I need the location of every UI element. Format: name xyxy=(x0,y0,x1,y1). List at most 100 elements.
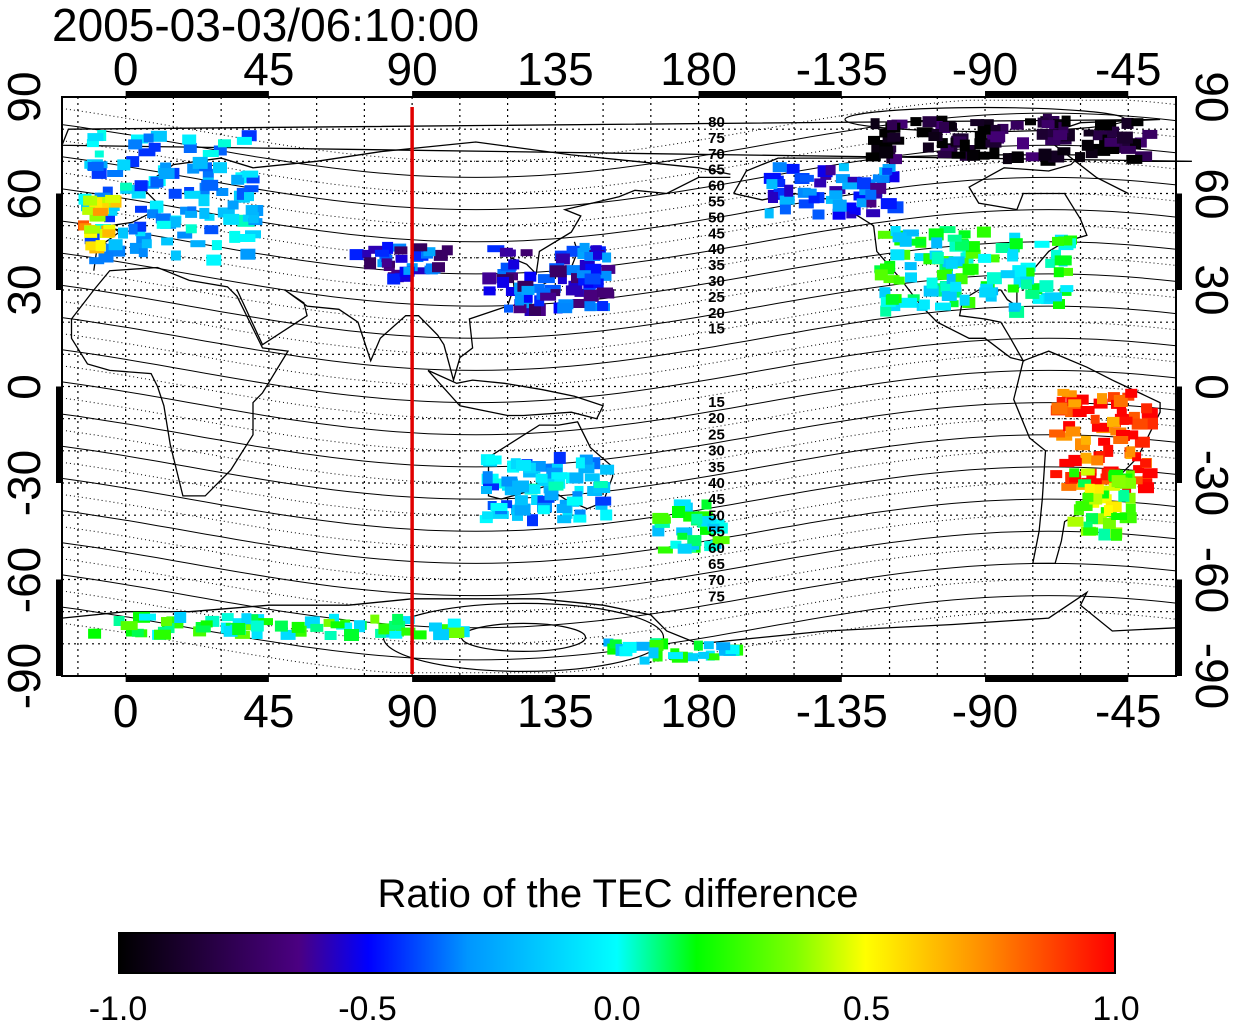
tec-cell xyxy=(1054,255,1072,266)
tec-cell xyxy=(880,198,897,210)
tec-cell xyxy=(579,242,590,252)
tec-cell xyxy=(241,130,257,142)
tec-cell xyxy=(838,163,849,172)
tec-cell xyxy=(1088,478,1102,487)
tec-cell xyxy=(204,225,219,235)
tec-cell xyxy=(670,540,682,549)
tec-cell xyxy=(1009,238,1023,250)
tec-cell xyxy=(174,612,187,623)
tec-cell xyxy=(213,162,227,174)
tec-cell xyxy=(1105,501,1122,513)
tec-cell xyxy=(245,205,258,216)
tec-cell xyxy=(597,301,609,311)
tec-cell xyxy=(81,201,94,212)
tec-cell xyxy=(928,132,940,141)
tec-cell xyxy=(1052,236,1064,246)
tec-cell xyxy=(1078,479,1092,488)
left-lat-tick: -60 xyxy=(0,546,50,613)
tec-cell xyxy=(403,266,414,275)
tec-cell xyxy=(1141,403,1153,414)
colorbar-tick: -0.5 xyxy=(338,990,397,1028)
tec-cell xyxy=(524,271,537,282)
tec-cell xyxy=(98,251,114,263)
tec-cell xyxy=(378,623,396,635)
tec-cell xyxy=(763,172,781,184)
tec-cell xyxy=(1126,154,1143,164)
tec-cell xyxy=(536,304,546,316)
tec-cell xyxy=(1119,416,1133,425)
frame-bar-right xyxy=(1176,386,1182,483)
tec-cell xyxy=(786,163,800,174)
tec-cell xyxy=(1057,388,1070,396)
contour-line xyxy=(61,369,1177,436)
tec-cell xyxy=(1010,302,1022,310)
contour-labels: 8075706560555045403530252015152025303540… xyxy=(708,114,725,605)
tec-cell xyxy=(1025,152,1042,162)
tec-cell xyxy=(274,620,288,632)
tec-cell xyxy=(1092,130,1109,141)
contour-label: 65 xyxy=(708,162,725,179)
tec-cell xyxy=(1083,527,1099,536)
tec-cell xyxy=(135,205,147,213)
contour-label: 40 xyxy=(708,241,725,258)
tec-cell xyxy=(940,282,953,293)
tec-cell xyxy=(104,214,115,223)
tec-cell xyxy=(568,280,583,290)
tec-cell xyxy=(544,284,561,293)
tec-cell xyxy=(1007,284,1019,293)
tec-cell xyxy=(1058,122,1069,134)
contour-label: 50 xyxy=(708,209,725,226)
tec-cell xyxy=(201,179,219,191)
tec-cell xyxy=(381,258,392,268)
contour-line xyxy=(61,530,1177,597)
tec-cell xyxy=(241,613,252,625)
tec-cell xyxy=(161,237,174,246)
tec-cell xyxy=(1075,501,1093,511)
tec-cell xyxy=(1131,118,1144,127)
contour-label: 20 xyxy=(708,410,725,427)
tec-cell xyxy=(649,639,664,651)
tec-cell xyxy=(676,527,693,536)
tec-cell xyxy=(168,188,182,199)
tec-cell xyxy=(1011,151,1024,163)
tec-cell xyxy=(1086,513,1098,525)
tec-cell xyxy=(375,249,389,257)
contour-label: 55 xyxy=(708,194,725,211)
tec-cell xyxy=(872,174,882,183)
tec-cell xyxy=(985,139,1002,148)
tec-cell xyxy=(154,629,171,640)
tec-data-cells xyxy=(78,113,1158,665)
tec-cell xyxy=(370,614,380,624)
tec-cell xyxy=(143,133,154,143)
tec-cell xyxy=(876,175,890,183)
tec-cell xyxy=(573,514,587,523)
tec-cell xyxy=(1120,477,1136,489)
tec-cell xyxy=(82,206,96,215)
tec-cell xyxy=(700,526,716,535)
tec-cell xyxy=(389,620,406,630)
tec-cell xyxy=(88,628,102,639)
tec-cell xyxy=(997,123,1009,134)
contour-label: 70 xyxy=(708,572,725,589)
tec-cell xyxy=(931,237,943,249)
tec-cell xyxy=(1068,458,1082,467)
tec-cell xyxy=(1121,117,1134,129)
tec-cell xyxy=(448,627,465,638)
tec-cell xyxy=(291,621,305,633)
tec-cell xyxy=(134,221,147,232)
tec-cell xyxy=(808,192,820,204)
tec-cell xyxy=(1008,248,1019,259)
tec-cell xyxy=(879,146,894,159)
tec-cell xyxy=(84,233,100,245)
contour-label: 45 xyxy=(708,491,725,508)
tec-cell xyxy=(779,202,791,215)
tec-cell xyxy=(955,273,968,285)
tec-cell xyxy=(902,229,919,237)
tec-cell xyxy=(202,150,219,157)
tec-cell xyxy=(566,245,584,257)
tec-cell xyxy=(909,238,926,246)
contour-label: 25 xyxy=(708,426,725,443)
tec-cell xyxy=(595,270,612,281)
tec-cell xyxy=(1126,446,1136,458)
tec-cell xyxy=(979,287,997,298)
